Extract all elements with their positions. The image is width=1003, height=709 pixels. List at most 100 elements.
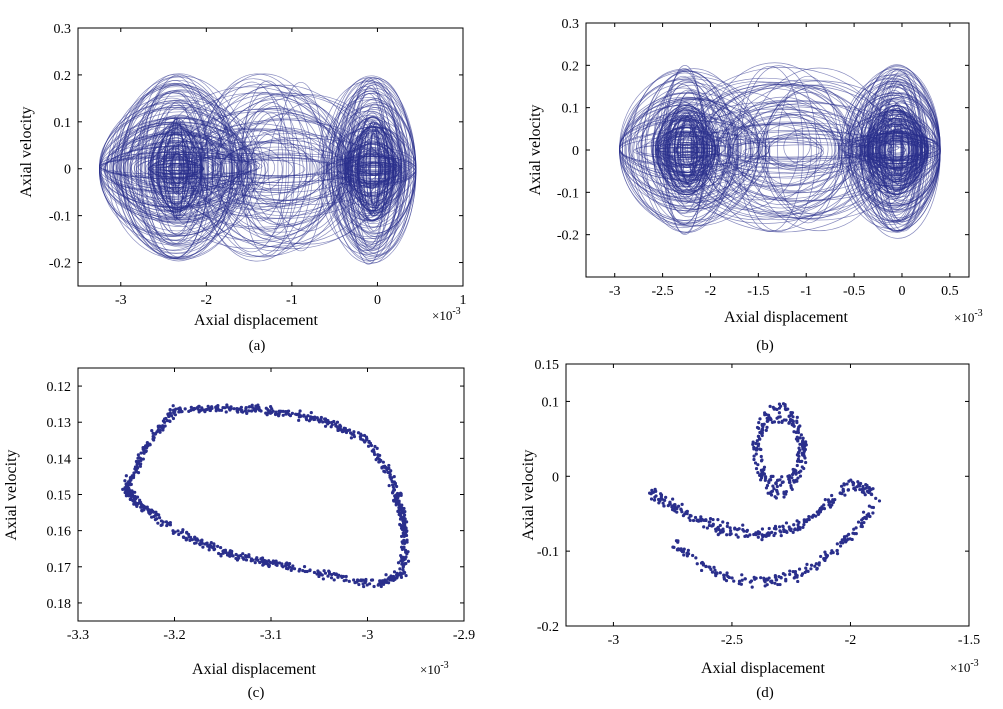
panel-d-data-point bbox=[710, 570, 715, 574]
panel-b-trajectory-core bbox=[868, 117, 924, 183]
panel-b-ytick-label: 0.3 bbox=[562, 17, 580, 32]
panel-b-xtick-label: -2.5 bbox=[652, 284, 674, 299]
panel-d-data-point bbox=[652, 498, 657, 502]
panel-a-xlabel: Axial displacement bbox=[194, 312, 319, 329]
panel-c-data-point bbox=[165, 418, 169, 423]
panel-c-data-point bbox=[152, 438, 156, 442]
panel-c-data-point bbox=[212, 547, 216, 551]
panel-d-data-point bbox=[752, 454, 756, 458]
panel-c-data-point bbox=[397, 501, 401, 506]
panel-c-data-point bbox=[140, 503, 145, 507]
panel-c-data-point bbox=[180, 530, 185, 534]
panel-c-data-point bbox=[392, 498, 396, 502]
panel-c-data-point bbox=[377, 457, 381, 461]
panel-c-data-point bbox=[281, 413, 285, 417]
panel-c-data-point bbox=[389, 477, 393, 481]
panel-c-data-point bbox=[206, 404, 210, 408]
panel-c-ytick-label: 0.17 bbox=[47, 561, 72, 576]
panel-d-data-point bbox=[682, 553, 686, 557]
panel-c-data-point bbox=[245, 411, 249, 415]
panel-c-data-point bbox=[131, 498, 135, 502]
panel-c-data-point bbox=[335, 425, 340, 429]
panel-d-data-point bbox=[756, 444, 760, 448]
panel-d-data-point bbox=[695, 518, 699, 523]
panel-d-data-point bbox=[707, 520, 711, 524]
panel-d-data-point bbox=[728, 526, 732, 530]
panel-c-data-point bbox=[201, 408, 206, 412]
panel-c-data-point bbox=[336, 428, 340, 433]
panel-a-trajectory-core bbox=[356, 152, 392, 185]
panel-d-data-point bbox=[725, 533, 729, 537]
panel-d-data-point bbox=[871, 505, 876, 510]
panel-d-data-point bbox=[803, 441, 808, 445]
panel-d-data-point bbox=[815, 566, 819, 571]
panel-b-trajectory-loop bbox=[646, 84, 738, 213]
panel-d-data-point bbox=[803, 447, 807, 452]
panel-c-data-point bbox=[247, 409, 251, 413]
panel-a-trajectory-core bbox=[345, 143, 402, 195]
panel-d-data-point bbox=[861, 516, 865, 521]
panel-c-data-point bbox=[192, 541, 197, 545]
panel-a-ytick-label: 0.3 bbox=[54, 22, 72, 37]
panel-a-trajectory-core bbox=[148, 159, 204, 178]
panel-c-ytick-label: 0.15 bbox=[47, 489, 72, 504]
panel-d-data-point bbox=[685, 509, 689, 513]
panel-d-data-point bbox=[770, 579, 774, 583]
panel-c-data-point bbox=[317, 420, 322, 424]
panel-c-data-point bbox=[400, 534, 404, 538]
panel-c-data-point bbox=[215, 405, 219, 409]
panel-b-trajectory-core bbox=[674, 124, 699, 176]
panel-d-data-point bbox=[795, 420, 799, 425]
panel-d-data-point bbox=[681, 514, 686, 518]
panel-a-ylabel: Axial velocity bbox=[18, 106, 35, 197]
panel-d-data-point bbox=[680, 502, 684, 506]
panel-c-data-point bbox=[135, 504, 139, 509]
panel-d-data-point bbox=[760, 428, 764, 433]
panel-d-data-point bbox=[713, 571, 717, 575]
panel-b-trajectory-loop bbox=[768, 132, 822, 169]
panel-d-data-point bbox=[694, 556, 698, 560]
panel-d-data-point bbox=[676, 548, 681, 552]
panel-c-caption: (c) bbox=[248, 685, 265, 701]
panel-a-trajectory-loop bbox=[112, 123, 234, 217]
panel-b-xticks: -3 -2.5 -2 -1.5 -1 -0.5 0 0.5 bbox=[609, 23, 959, 299]
panel-d-data-point bbox=[752, 532, 756, 537]
panel-c-data-point bbox=[404, 526, 408, 530]
panel-d-data-point bbox=[752, 447, 756, 451]
panel-d-data-point bbox=[831, 500, 836, 504]
panel-d-data-point bbox=[676, 539, 680, 543]
panel-d-data-point bbox=[764, 486, 769, 490]
panel-c-data-point bbox=[190, 538, 195, 542]
panel-c-data-point bbox=[309, 415, 313, 419]
panel-c-data-point bbox=[258, 560, 262, 565]
panel-c-data-point bbox=[374, 458, 378, 462]
panel-d-data-point bbox=[835, 551, 840, 556]
panel-d-data-point bbox=[795, 415, 799, 419]
panel-d-data-point bbox=[796, 523, 800, 527]
panel-a-ytick-label: 0 bbox=[64, 163, 71, 178]
panel-a-ytick-label: 0.2 bbox=[54, 69, 72, 84]
panel-d-data-point bbox=[803, 570, 807, 574]
panel-d-data-point bbox=[799, 433, 803, 437]
panel-c-data-point bbox=[356, 578, 360, 582]
panel-c-data-point bbox=[151, 509, 155, 513]
panel-a-yticks: 0.3 0.2 0.1 0 -0.1 -0.2 bbox=[49, 22, 463, 272]
panel-d-data-point bbox=[759, 459, 764, 463]
panel-d-data-point bbox=[780, 475, 784, 479]
panel-c-data-point bbox=[340, 575, 344, 579]
panel-a-trajectory-core bbox=[171, 152, 182, 185]
panel-d-data-point bbox=[773, 524, 778, 529]
panel-a-trajectory-loop bbox=[216, 81, 287, 253]
panel-c-data-point bbox=[361, 438, 365, 442]
panel-a-trajectory-core bbox=[368, 132, 380, 205]
panel-d-data-point bbox=[763, 580, 767, 584]
panel-c-data-point bbox=[298, 567, 302, 572]
panel-b-ytick-label: -0.2 bbox=[557, 229, 579, 244]
panel-d-data-point bbox=[707, 523, 712, 528]
panel-c-yticks: 0.12 0.13 0.14 0.15 0.16 0.17 0.18 bbox=[47, 380, 464, 612]
panel-d-data-point bbox=[766, 419, 770, 423]
panel-d-xtick-label: -3 bbox=[608, 633, 620, 648]
panel-d-data-point bbox=[733, 527, 737, 531]
panel-c-data-point bbox=[365, 437, 369, 441]
panel-d-data-point bbox=[775, 484, 779, 489]
